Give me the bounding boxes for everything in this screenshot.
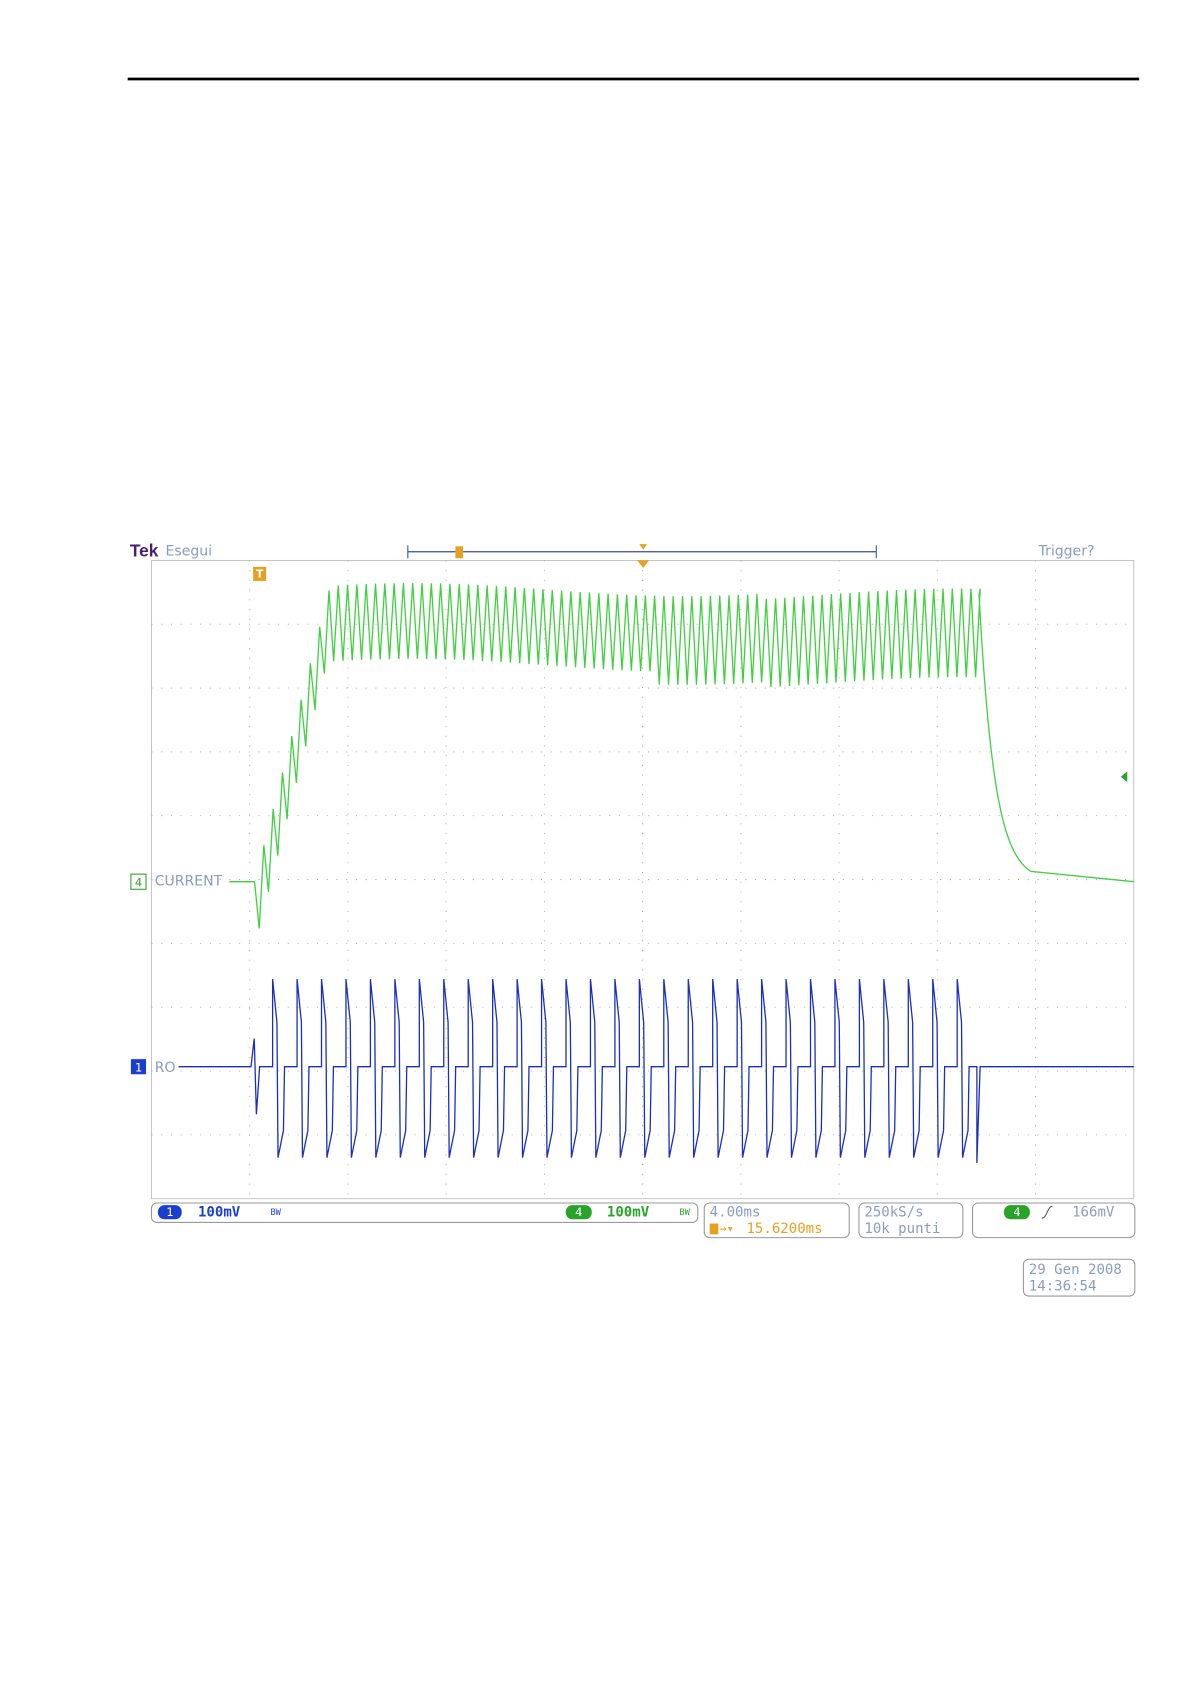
ch4-number: 4 — [135, 875, 142, 889]
readout-bar: 1 100mV BW 4 100mV BW 4.00ms →▾ 15.6200m… — [150, 1202, 1136, 1297]
record-length: 10k punti — [864, 1221, 940, 1237]
ch1-label: RO — [155, 1060, 176, 1076]
timebase: 4.00ms — [710, 1205, 761, 1221]
record-bar — [407, 544, 877, 568]
sample-rate: 250kS/s — [864, 1205, 923, 1221]
date: 29 Gen 2008 — [1029, 1262, 1122, 1278]
ch4-label: CURRENT — [155, 874, 223, 890]
ch4-badge — [130, 873, 147, 890]
readout-bw: BW — [270, 1208, 281, 1218]
trigger-status: Trigger? — [1038, 544, 1095, 560]
current-trace — [229, 583, 1134, 929]
svg-text:→▾: →▾ — [719, 1221, 733, 1235]
trigger-marker-box — [253, 566, 267, 581]
brand: Tek — [130, 540, 159, 560]
readout-scale: 100mV — [607, 1205, 650, 1221]
trigger-level-marker — [1120, 771, 1128, 783]
graticule-frame — [151, 559, 1135, 1200]
trigger-channel: 4 — [1013, 1205, 1020, 1219]
status: Esegui — [166, 544, 213, 560]
ch1-number: 1 — [135, 1060, 142, 1074]
trigger-marker: T — [256, 567, 264, 580]
ch1-badge — [130, 1059, 147, 1075]
readout-ch-number: 1 — [166, 1205, 173, 1219]
trigger-position: 15.6200ms — [746, 1221, 822, 1237]
readout-ch-number: 4 — [575, 1205, 582, 1219]
graticule — [151, 559, 1135, 1200]
trigger-level: 166mV — [1072, 1205, 1115, 1221]
ro-trace — [178, 979, 1134, 1163]
readout-scale: 100mV — [198, 1205, 241, 1221]
traces — [178, 583, 1134, 1163]
time: 14:36:54 — [1029, 1278, 1097, 1294]
readout-bw: BW — [679, 1208, 690, 1218]
